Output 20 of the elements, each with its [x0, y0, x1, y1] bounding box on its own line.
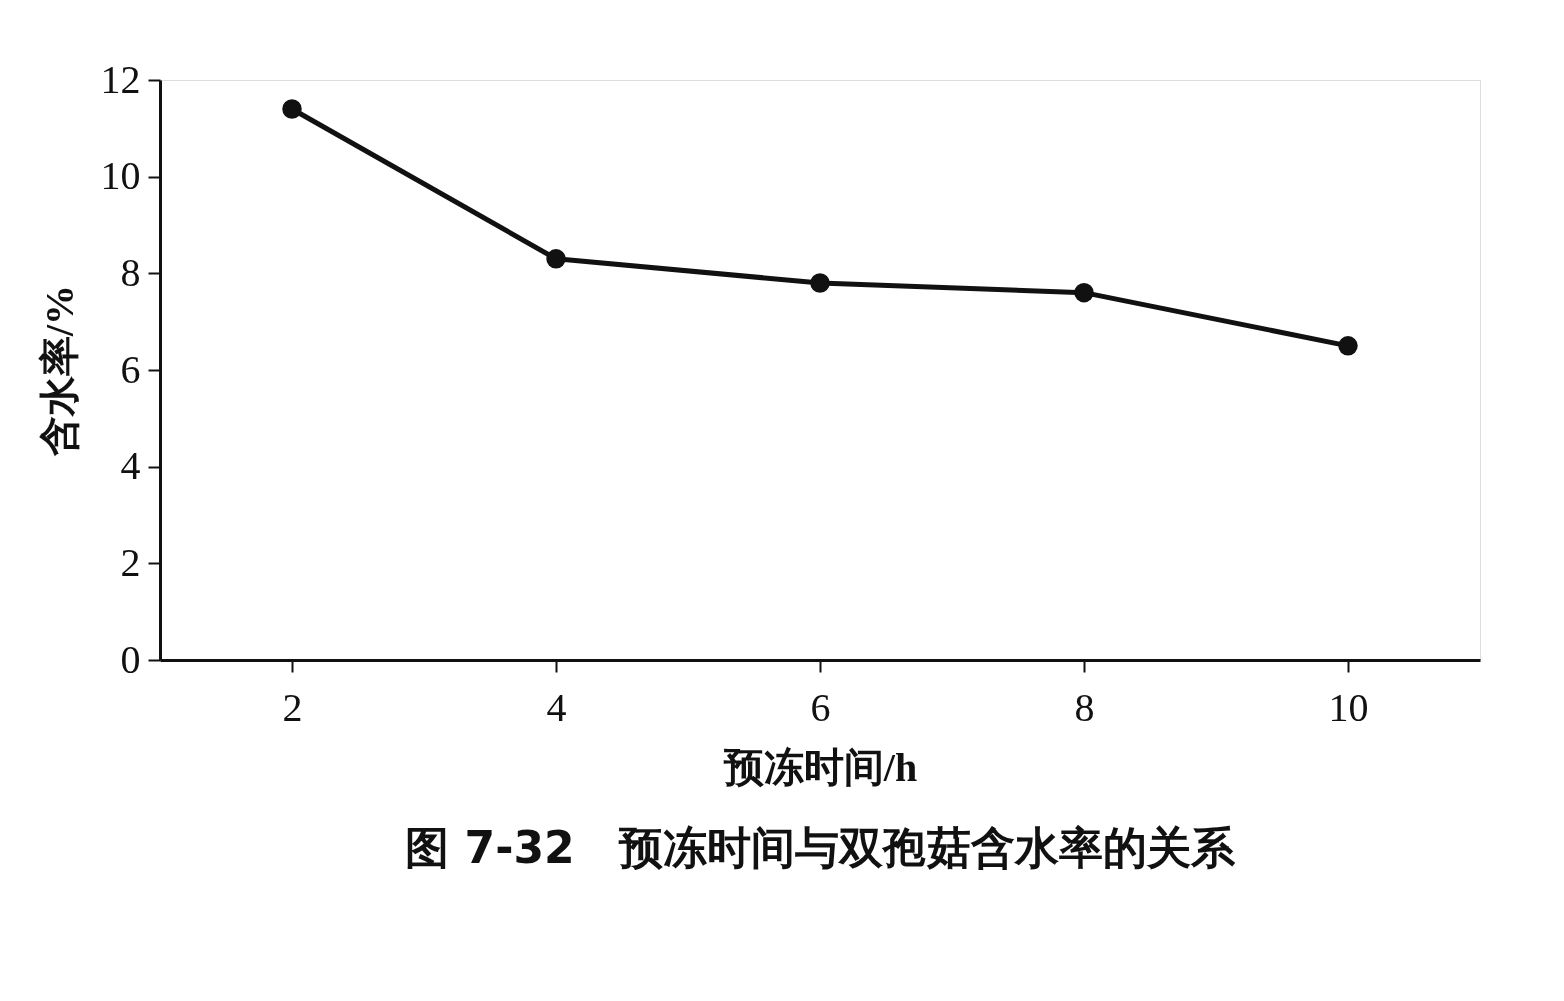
point: [546, 249, 566, 269]
y-axis-title: 含水率/%: [36, 284, 82, 458]
y-tick-label: 10: [100, 153, 141, 199]
x-tick-label: 2: [282, 684, 303, 730]
y-tick-label: 4: [120, 443, 141, 489]
y-tick-label: 6: [120, 346, 141, 392]
x-tick-label: 4: [546, 684, 567, 730]
y-tick-label: 8: [120, 249, 141, 295]
x-tick-label: 6: [810, 684, 831, 730]
point: [810, 273, 830, 293]
x-axis-title: 预冻时间/h: [722, 744, 918, 790]
x-tick-label: 10: [1328, 684, 1369, 730]
y-tick-label: 0: [120, 636, 141, 682]
point: [1338, 336, 1358, 356]
y-tick-label: 12: [100, 56, 141, 102]
point: [282, 99, 302, 119]
y-tick-label: 2: [120, 539, 141, 585]
text: 图 7-32 预冻时间与双孢菇含水率的关系: [405, 822, 1236, 873]
point: [1074, 282, 1094, 303]
x-tick-label: 8: [1074, 684, 1095, 730]
